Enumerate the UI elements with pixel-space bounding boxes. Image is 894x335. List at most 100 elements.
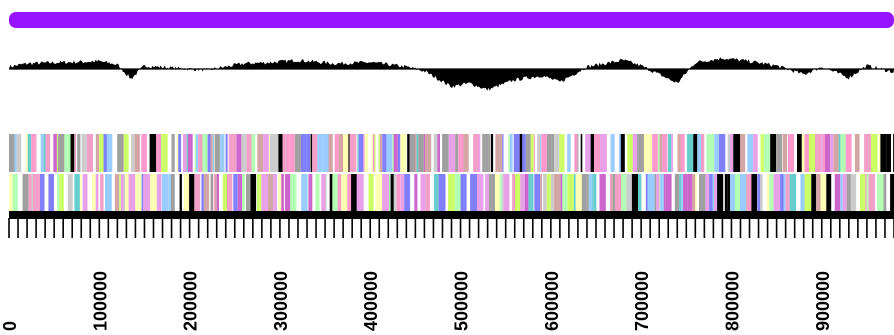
gene-block — [714, 134, 719, 172]
gene-block — [880, 134, 887, 172]
gene-block — [724, 174, 728, 212]
gene-block — [161, 174, 169, 212]
gene-block — [865, 174, 867, 212]
gene-block — [131, 134, 135, 172]
gene-block — [618, 134, 621, 172]
gene-block — [379, 134, 383, 172]
gene-block — [816, 174, 821, 212]
gene-block — [12, 174, 18, 212]
gene-block — [868, 174, 876, 212]
gene-block — [251, 134, 256, 172]
gene-block — [448, 174, 455, 212]
gene-block — [512, 174, 515, 212]
gene-block — [415, 134, 417, 172]
gene-block — [81, 134, 87, 172]
gene-block — [757, 174, 761, 212]
gene-block — [257, 134, 263, 172]
gene-block — [763, 134, 771, 172]
gene-block — [414, 174, 418, 212]
gene-block — [615, 174, 622, 212]
gene-block — [283, 134, 287, 172]
gene-block — [546, 174, 551, 212]
gene-block — [760, 134, 764, 172]
gene-block — [176, 134, 179, 172]
gene-block — [665, 174, 672, 212]
gene-block — [730, 134, 734, 172]
gene-block — [585, 134, 591, 172]
gene-block — [425, 174, 430, 212]
gene-block — [645, 174, 648, 212]
gene-block — [187, 134, 193, 172]
gene-block — [638, 174, 642, 212]
tick-label: 700000 — [632, 271, 652, 331]
gene-block — [734, 174, 740, 212]
gene-block — [99, 134, 104, 172]
gene-block — [600, 134, 607, 172]
gene-block — [396, 174, 401, 212]
gene-block — [273, 174, 277, 212]
gene-block — [808, 134, 811, 172]
gene-block — [216, 174, 219, 212]
gene-block — [103, 134, 107, 172]
gene-block — [495, 174, 500, 212]
gene-block — [434, 174, 439, 212]
gene-block — [766, 174, 770, 212]
gene-block — [530, 134, 534, 172]
gene-block — [528, 174, 534, 212]
gene-block — [643, 134, 648, 172]
gene-block — [364, 134, 369, 172]
gene-block — [337, 174, 342, 212]
gene-block — [850, 174, 857, 212]
gene-block — [257, 174, 260, 212]
gene-block — [325, 174, 327, 212]
gene-block — [341, 174, 348, 212]
gene-block — [416, 134, 419, 172]
gene-block — [463, 134, 469, 172]
gene-block — [671, 134, 673, 172]
gene-block — [659, 134, 663, 172]
gene-block — [730, 174, 735, 212]
gene-block — [787, 134, 795, 172]
gene-block — [581, 174, 586, 212]
gene-block — [9, 174, 13, 212]
gene-block — [520, 174, 525, 212]
gene-block — [241, 134, 247, 172]
gene-block — [522, 134, 526, 172]
gene-block — [830, 134, 834, 172]
gene-block — [250, 174, 257, 212]
gene-block — [194, 174, 197, 212]
gene-block — [196, 174, 201, 212]
gene-block — [551, 134, 554, 172]
gene-block — [171, 134, 175, 172]
gene-block — [890, 174, 894, 212]
gene-block — [846, 174, 851, 212]
gene-block — [400, 174, 405, 212]
gene-block — [550, 174, 555, 212]
gene-block — [864, 134, 871, 172]
tick-label: 900000 — [813, 271, 833, 331]
gene-block — [845, 134, 852, 172]
gene-block — [499, 174, 502, 212]
gene-block — [840, 174, 843, 212]
gc-skew-area — [9, 57, 894, 91]
gene-block — [801, 134, 805, 172]
gene-block — [769, 174, 774, 212]
gene-block — [717, 174, 724, 212]
gene-block — [143, 174, 151, 212]
gene-block — [404, 174, 411, 212]
gene-block — [681, 174, 684, 212]
gene-block — [14, 134, 17, 172]
gene-block — [168, 174, 171, 212]
gene-block — [804, 134, 809, 172]
gene-block — [740, 174, 747, 212]
gene-block — [501, 174, 504, 212]
gene-block — [751, 174, 758, 212]
gene-block — [179, 174, 182, 212]
gene-block — [785, 174, 790, 212]
gene-block — [833, 134, 839, 172]
gene-block — [575, 174, 582, 212]
gene-block — [418, 134, 424, 172]
gene-block — [212, 134, 214, 172]
gene-block — [156, 134, 162, 172]
gene-block — [28, 174, 32, 212]
